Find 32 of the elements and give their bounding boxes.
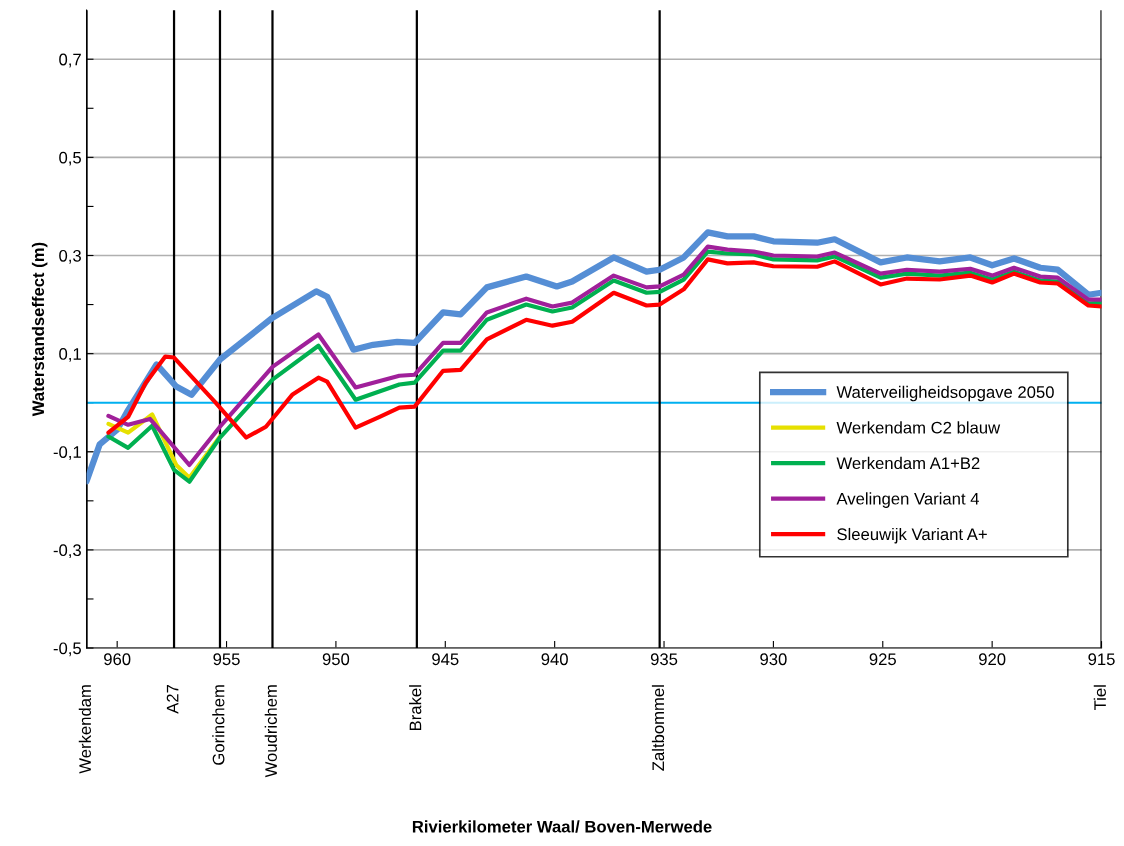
text: Rivierkilometer Waal/ Boven-Merwede bbox=[412, 820, 712, 833]
line-series bbox=[106, 257, 1102, 440]
ref-line-label: A27 bbox=[166, 684, 179, 714]
ref-line-label: Brakel bbox=[409, 685, 422, 731]
y-tick-label: -0,1 bbox=[53, 446, 81, 460]
y-tick-label: 0,5 bbox=[59, 151, 81, 166]
ref-line-label: Gorinchem bbox=[212, 685, 225, 765]
x-tick-label: 915 bbox=[1088, 653, 1115, 666]
x-tick-label: 955 bbox=[213, 653, 240, 666]
x-tick-label: 945 bbox=[432, 653, 459, 666]
y-tick-label: -0,5 bbox=[53, 642, 81, 657]
ref-line-label: Werkendam bbox=[78, 685, 92, 774]
x-tick-label: 935 bbox=[650, 653, 678, 666]
y-axis-title: Waterstandseffect (m) bbox=[31, 242, 48, 417]
x-tick-label: 925 bbox=[869, 653, 896, 666]
y-tick-label: 0,3 bbox=[59, 249, 81, 264]
y-tick-label: 0,1 bbox=[59, 348, 81, 362]
x-tick-label: 950 bbox=[322, 653, 350, 666]
x-tick-label: 930 bbox=[760, 653, 787, 666]
legend-label: Werkendam A1+B2 bbox=[836, 456, 980, 470]
x-tick-label: 960 bbox=[104, 653, 131, 666]
legend-label: Sleeuwijk Variant A+ bbox=[837, 527, 987, 544]
legend-label: Waterveiligheidsopgave 2050 bbox=[836, 385, 1054, 402]
legend-label: Avelingen Variant 4 bbox=[836, 492, 979, 508]
y-tick-label: 0,7 bbox=[59, 53, 81, 68]
x-tick-label: 920 bbox=[979, 653, 1006, 666]
legend-label: Werkendam C2 blauw bbox=[836, 421, 1001, 434]
y-tick-label: -0,3 bbox=[53, 544, 81, 559]
ref-line-label: Zaltbommel bbox=[651, 685, 665, 771]
ref-line-label: Tiel bbox=[1093, 685, 1106, 710]
x-tick-label: 940 bbox=[541, 653, 568, 666]
ref-line-label: Woudrichem bbox=[264, 685, 277, 778]
